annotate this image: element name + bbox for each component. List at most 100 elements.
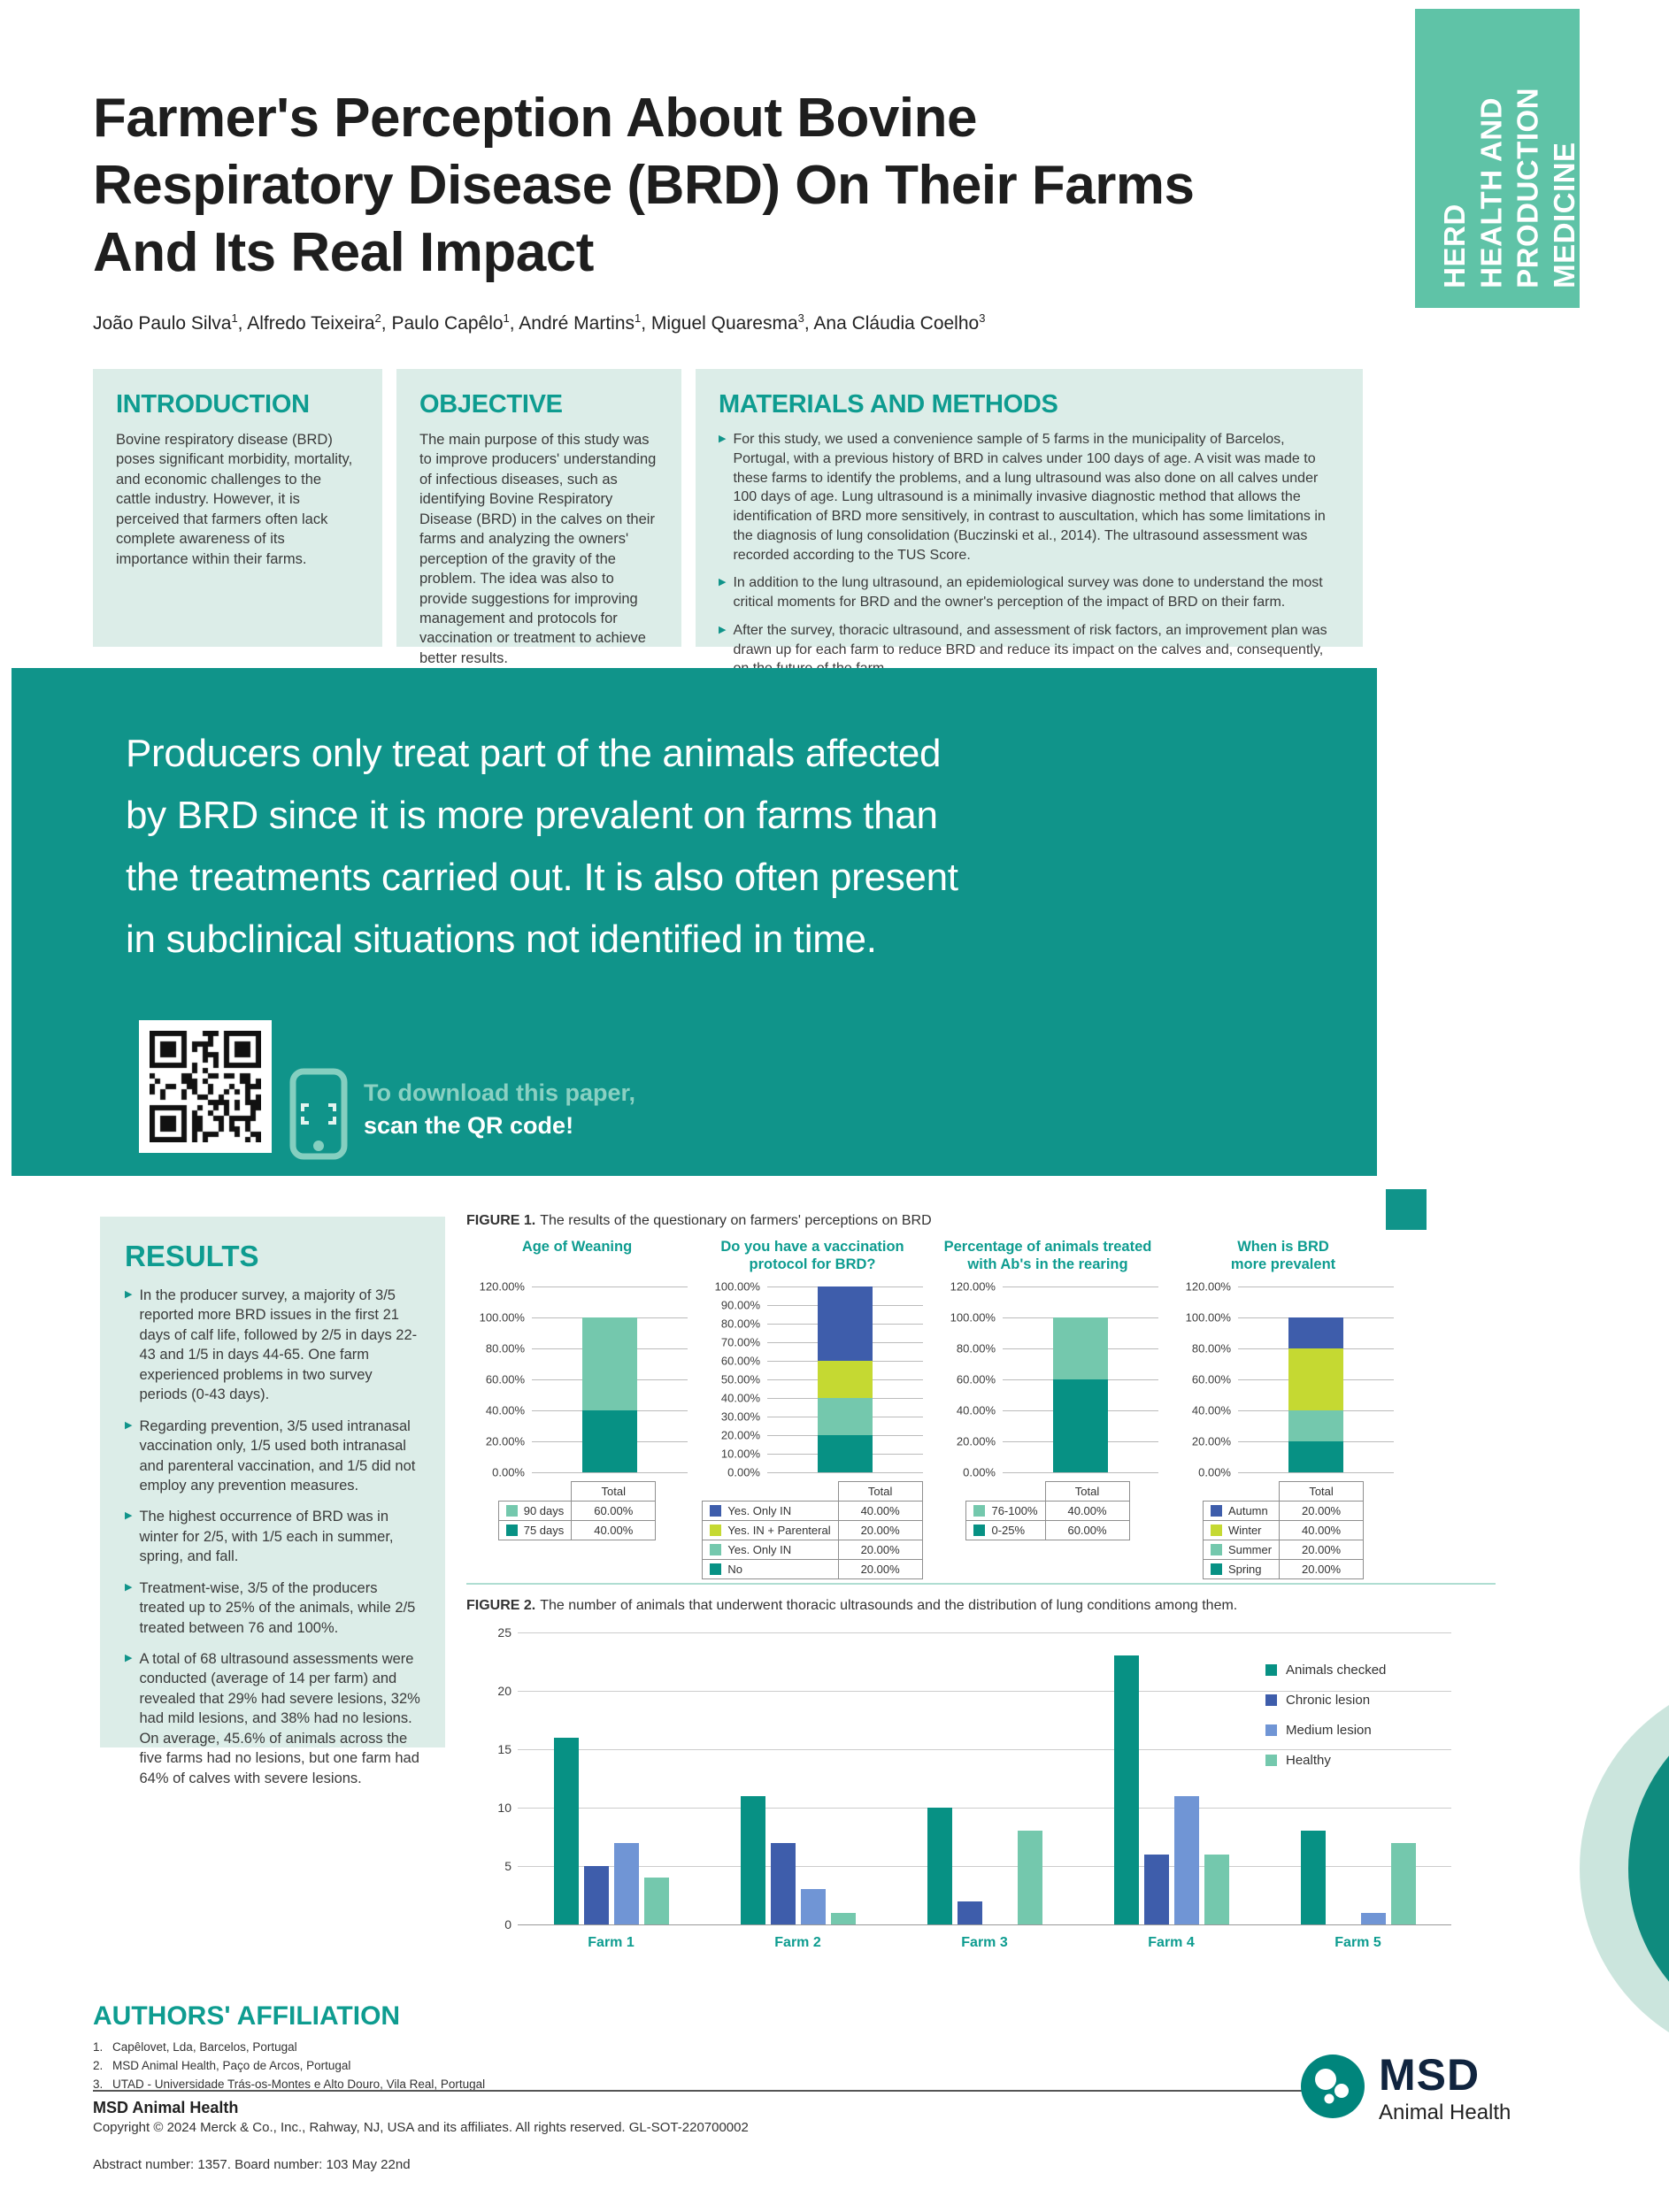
bar-segment (1288, 1441, 1343, 1472)
bar-segment (818, 1435, 873, 1472)
results-bullet-text: Regarding prevention, 3/5 used intranasa… (139, 1417, 416, 1494)
footer-company: MSD Animal Health (93, 2099, 239, 2116)
legend-value-cell: 40.00% (571, 1520, 657, 1540)
y-tick-label: 120.00% (479, 1279, 525, 1294)
x-axis-label: Farm 4 (1148, 1935, 1195, 1950)
materials-bullet-text: For this study, we used a convenience sa… (733, 432, 1326, 563)
bar-slot (1113, 1655, 1139, 1924)
chart-y-axis: 120.00% 100.00% 80.00% 60.00% 40.00% 20.00% 0.… (1173, 1280, 1238, 1479)
phone-scan-icon (289, 1068, 348, 1160)
y-tick-label: 20 (497, 1684, 511, 1698)
footer-abstract-number: Abstract number: 1357. Board number: 103… (93, 2157, 411, 2172)
y-tick-label: 10.00% (720, 1447, 760, 1461)
chart-plot-area (1003, 1286, 1158, 1473)
legend-value-cell: 20.00% (837, 1520, 923, 1540)
bullet-arrow-icon: ▶ (125, 1581, 133, 1593)
y-tick-label: 40.00% (720, 1391, 760, 1405)
bullet-arrow-icon: ▶ (719, 624, 727, 635)
legend-total-header: Total (571, 1481, 657, 1502)
stacked-bar (1288, 1317, 1343, 1472)
figure2-caption: FIGURE 2. The number of animals that unde… (466, 1598, 1237, 1614)
gridline (1238, 1286, 1394, 1287)
key-message-line-3: the treatments carried out. It is also o… (126, 856, 958, 899)
chart-y-axis: 120.00% 100.00% 80.00% 60.00% 40.00% 20.00% 0.… (937, 1280, 1003, 1479)
affiliation-heading: AUTHORS' AFFILIATION (93, 2001, 401, 2031)
figure1-charts: Age of Weaning 120.00% 100.00% 80.00% 60.00%… (466, 1239, 1404, 1579)
bar (1173, 1795, 1199, 1924)
msd-logo: MSD Animal Health (1299, 2053, 1511, 2125)
y-tick-label: 5 (504, 1859, 511, 1873)
decorative-crescent (1504, 1681, 1669, 2062)
legend-header-row: Total (703, 1481, 923, 1502)
y-tick-label: 20.00% (720, 1428, 760, 1442)
legend-row: 90 days 60.00% (497, 1501, 657, 1521)
affiliation-section: AUTHORS' AFFILIATION 1. Capêlovet, Lda, B… (93, 2001, 485, 2096)
download-cta: To download this paper, scan the QR code… (364, 1077, 635, 1142)
y-tick-label: 50.00% (720, 1372, 760, 1386)
figure1-caption-text: The results of the questionary on farmer… (540, 1213, 932, 1228)
chart-y-axis: 100.00% 90.00% 80.00% 70.00% 60.00% 50.00% 40.… (702, 1280, 767, 1479)
legend-value-cell: 20.00% (1279, 1540, 1365, 1560)
download-cta-line-1: To download this paper, (364, 1079, 636, 1106)
legend-item: Chronic lesion (1265, 1693, 1386, 1708)
objective-body: The main purpose of this study was to im… (419, 432, 657, 666)
gridline (518, 1691, 1451, 1692)
legend-label-cell: Winter (1202, 1520, 1281, 1540)
key-message-text: Producers only treat part of the animals… (126, 723, 958, 971)
materials-bullet: ▶ For this study, we used a convenience s… (719, 430, 1340, 565)
bar-slot (927, 1808, 952, 1924)
bar-segment (818, 1398, 873, 1435)
bar (800, 1889, 826, 1924)
legend-row: 76-100% 40.00% (965, 1501, 1130, 1521)
affiliation-number: 3. (93, 2078, 104, 2091)
legend-label-cell: 90 days (497, 1501, 573, 1521)
results-bullet-text: A total of 68 ultrasound assessments wer… (139, 1651, 420, 1786)
introduction-body: Bovine respiratory disease (BRD) poses s… (116, 432, 353, 567)
gridline (518, 1866, 1451, 1867)
y-tick-label: 100.00% (479, 1310, 525, 1325)
y-tick-label: 120.00% (950, 1279, 996, 1294)
bar-slot (1204, 1854, 1229, 1924)
title-line-1: Farmer's Perception About Bovine (93, 88, 977, 149)
bar-slot (1017, 1831, 1042, 1924)
legend-value-cell: 60.00% (1044, 1520, 1130, 1540)
affiliation-number: 2. (93, 2059, 104, 2072)
bar-group (1300, 1831, 1416, 1924)
bar (1143, 1854, 1169, 1924)
materials-bullet-list: ▶ For this study, we used a convenience s… (719, 430, 1340, 679)
bar-segment (1053, 1317, 1108, 1379)
y-tick-label: 30.00% (720, 1409, 760, 1424)
bar-slot (1173, 1795, 1199, 1924)
y-tick-label: 15 (497, 1742, 511, 1756)
y-tick-label: 20.00% (956, 1434, 996, 1448)
bar-segment (818, 1361, 873, 1398)
chart-title: Percentage of animals treated with Ab's … (943, 1239, 1152, 1272)
stacked-bar (582, 1317, 637, 1472)
legend-header-row: Total (498, 1481, 657, 1502)
results-bullet: ▶ The highest occurrence of BRD was in wi… (125, 1507, 420, 1566)
legend-label-cell: Yes. Only IN (702, 1501, 839, 1521)
msd-logo-wordmark: MSD (1379, 2050, 1481, 2100)
bar-slot (613, 1842, 639, 1924)
bar-segment (818, 1286, 873, 1361)
x-axis-label: Farm 5 (1334, 1935, 1381, 1950)
legend-row: Autumn 20.00% (1202, 1501, 1365, 1521)
legend-value-cell: 20.00% (837, 1559, 923, 1579)
bar (553, 1737, 579, 1924)
figure2-label: FIGURE 2. (466, 1598, 536, 1613)
msd-logo-icon (1301, 2055, 1365, 2118)
legend-total-header: Total (1044, 1481, 1130, 1502)
chart-plot-row: 120.00% 100.00% 80.00% 60.00% 40.00% 20.00% 0.… (1173, 1280, 1394, 1479)
y-tick-label: 60.00% (1191, 1372, 1231, 1386)
y-tick-label: 100.00% (950, 1310, 996, 1325)
chart-plot-area (532, 1286, 688, 1473)
herd-banner: HERD HEALTH AND PRODUCTION MEDICINE (1415, 9, 1581, 308)
y-tick-label: 90.00% (720, 1298, 760, 1312)
legend-empty-cell (966, 1482, 1045, 1502)
legend-label-cell: 0-25% (965, 1520, 1046, 1540)
chart-legend-table: Total Yes. Only IN 40.00% Yes. IN + Parente… (702, 1481, 923, 1579)
bullet-arrow-icon: ▶ (125, 1289, 133, 1300)
chart-legend-table: Total 90 days 60.00% 75 days 40.00% (497, 1481, 657, 1540)
author-affiliation-sup: 3 (979, 311, 986, 325)
gridline (518, 1924, 1451, 1925)
